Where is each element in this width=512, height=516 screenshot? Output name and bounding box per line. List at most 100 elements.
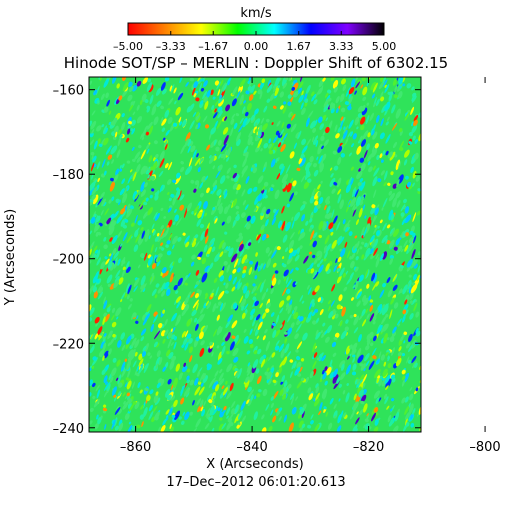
doppler-speck [359, 157, 365, 163]
doppler-speck [385, 378, 392, 389]
doppler-speck [103, 78, 109, 88]
doppler-speck [372, 176, 378, 187]
doppler-speck [91, 365, 95, 369]
doppler-speck [237, 282, 242, 290]
doppler-speck [217, 290, 225, 300]
doppler-speck [213, 277, 218, 284]
doppler-speck [333, 368, 338, 378]
doppler-speck [277, 85, 280, 89]
doppler-speck [409, 300, 413, 304]
doppler-speck [193, 188, 197, 193]
doppler-speck [117, 129, 122, 135]
doppler-speck [374, 142, 379, 149]
doppler-speck [331, 209, 335, 219]
doppler-speck [212, 381, 219, 390]
doppler-speck [218, 372, 224, 382]
doppler-speck [109, 253, 112, 257]
doppler-speck [313, 99, 318, 105]
doppler-speck [107, 260, 113, 270]
doppler-speck [263, 142, 269, 149]
doppler-speck [324, 336, 330, 343]
doppler-speck [406, 265, 412, 272]
doppler-speck [271, 273, 276, 282]
doppler-speck [92, 155, 97, 163]
doppler-speck [374, 309, 379, 317]
doppler-speck [94, 333, 99, 340]
doppler-speck [121, 88, 129, 98]
doppler-speck [264, 218, 269, 227]
x-tick-label: –860 [120, 440, 151, 455]
doppler-speck [199, 182, 204, 189]
doppler-speck [195, 97, 200, 102]
doppler-speck [292, 180, 297, 187]
doppler-speck [94, 316, 100, 324]
doppler-speck [286, 123, 291, 129]
doppler-speck [353, 327, 359, 334]
doppler-speck [225, 104, 231, 112]
doppler-speck [236, 267, 241, 273]
doppler-speck [402, 284, 408, 295]
doppler-speck [274, 381, 278, 386]
doppler-speck [115, 269, 121, 279]
doppler-speck [305, 220, 309, 226]
doppler-speck [174, 208, 177, 213]
doppler-speck [351, 297, 354, 301]
doppler-speck [270, 409, 274, 416]
doppler-speck [388, 419, 394, 427]
doppler-speck [200, 157, 204, 162]
doppler-speck [389, 257, 394, 265]
doppler-speck [416, 330, 421, 337]
doppler-speck [408, 237, 413, 243]
doppler-speck [134, 339, 140, 349]
doppler-speck [287, 304, 292, 314]
doppler-speck [259, 81, 265, 89]
doppler-speck [314, 91, 319, 99]
doppler-speck [153, 341, 158, 348]
doppler-speck [225, 406, 231, 416]
doppler-speck [216, 188, 222, 196]
doppler-speck [190, 261, 195, 267]
doppler-speck [214, 218, 218, 224]
doppler-speck [356, 291, 363, 300]
doppler-speck [219, 175, 226, 184]
doppler-speck [218, 378, 225, 386]
doppler-speck [291, 86, 295, 91]
doppler-speck [355, 417, 360, 425]
doppler-speck [204, 212, 207, 217]
doppler-speck [409, 403, 414, 414]
doppler-speck [374, 418, 379, 426]
doppler-speck [237, 368, 242, 379]
doppler-speck [284, 77, 289, 81]
doppler-speck [278, 220, 283, 229]
doppler-speck [372, 320, 376, 325]
doppler-speck [241, 254, 248, 264]
doppler-speck [105, 258, 110, 265]
doppler-speck [292, 310, 294, 314]
doppler-speck [368, 166, 373, 173]
doppler-speck [192, 306, 196, 311]
doppler-speck [243, 336, 249, 344]
doppler-speck [389, 91, 394, 95]
doppler-speck [184, 341, 189, 351]
doppler-speck [392, 284, 398, 291]
doppler-speck [151, 106, 157, 116]
doppler-speck [267, 79, 272, 87]
doppler-speck [340, 120, 344, 129]
doppler-speck [335, 107, 339, 114]
doppler-speck [134, 351, 138, 357]
doppler-speck [398, 127, 403, 133]
doppler-speck [204, 293, 209, 300]
doppler-speck [399, 264, 404, 269]
doppler-speck [281, 173, 289, 184]
doppler-speck [377, 225, 380, 229]
doppler-speck [306, 84, 311, 94]
doppler-speck [153, 394, 159, 404]
doppler-speck [374, 368, 381, 379]
doppler-speck [403, 239, 408, 248]
doppler-speck [404, 149, 410, 158]
doppler-speck [225, 282, 229, 289]
doppler-speck [198, 331, 204, 340]
doppler-speck [412, 135, 416, 141]
doppler-speck [310, 230, 315, 241]
doppler-speck [221, 345, 226, 356]
